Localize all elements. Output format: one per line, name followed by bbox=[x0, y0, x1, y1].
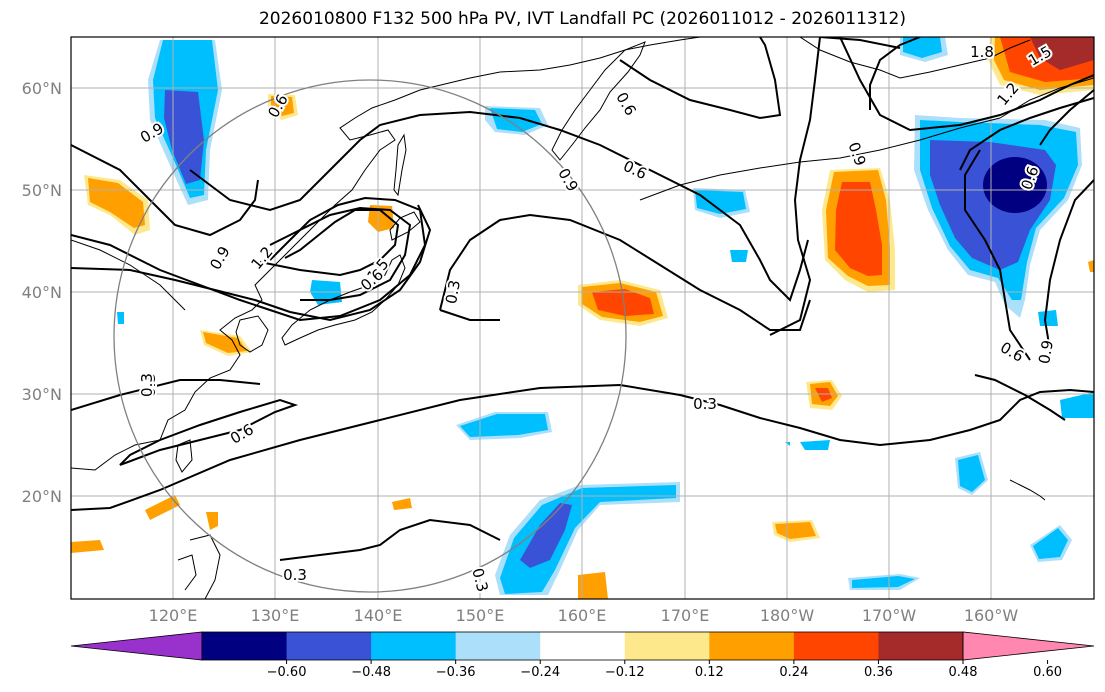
pv-shading bbox=[71, 37, 1094, 599]
colorbar-box bbox=[624, 632, 710, 660]
lat-label-60n: 60°N bbox=[22, 79, 62, 98]
pv-contours bbox=[71, 37, 1094, 561]
colorbar-box bbox=[202, 632, 288, 660]
lon-label-180w: 180°W bbox=[760, 606, 815, 625]
lon-label-150e: 150°E bbox=[456, 606, 505, 625]
colorbar-tick-label: −0.36 bbox=[436, 665, 476, 680]
colorbar-box bbox=[540, 632, 626, 660]
lat-label-40n: 40°N bbox=[22, 283, 62, 302]
lon-label-160e: 160°E bbox=[558, 606, 607, 625]
lon-label-120e: 120°E bbox=[149, 606, 198, 625]
colorbar-tick-label: −0.24 bbox=[520, 665, 560, 680]
contour-label-0p3: 0.3 bbox=[138, 373, 156, 397]
lat-labels: 20°N 30°N 40°N 50°N 60°N bbox=[22, 79, 62, 506]
coastlines bbox=[71, 37, 1094, 599]
lat-label-20n: 20°N bbox=[22, 487, 62, 506]
colorbar: −0.60 −0.48 −0.36 −0.24 −0.12 0.12 0.24 0.36 0.4… bbox=[70, 631, 1095, 680]
contour-label-0p3: 0.3 bbox=[283, 566, 307, 584]
colorbar-tick-label: 0.48 bbox=[949, 665, 978, 680]
colorbar-extend-high bbox=[962, 631, 1095, 661]
colorbar-tick-label: −0.12 bbox=[605, 665, 645, 680]
lat-label-50n: 50°N bbox=[22, 181, 62, 200]
colorbar-extend-low bbox=[70, 631, 203, 661]
lon-label-170e: 170°E bbox=[661, 606, 710, 625]
lon-label-170w: 170°W bbox=[862, 606, 917, 625]
colorbar-tick-label: 0.24 bbox=[779, 665, 808, 680]
colorbar-tick-label: 0.12 bbox=[695, 665, 724, 680]
colorbar-tick-label: −0.48 bbox=[351, 665, 391, 680]
graticule bbox=[71, 37, 1094, 599]
colorbar-box bbox=[455, 632, 541, 660]
lat-label-30n: 30°N bbox=[22, 385, 62, 404]
map-title: 2026010800 F132 500 hPa PV, IVT Landfall… bbox=[258, 9, 906, 29]
colorbar-box bbox=[709, 632, 795, 660]
colorbar-tick-label: 0.60 bbox=[1033, 665, 1062, 680]
colorbar-box bbox=[286, 632, 372, 660]
contour-label-0p3: 0.3 bbox=[693, 395, 717, 413]
landfall-domain-circle bbox=[113, 79, 627, 593]
colorbar-box bbox=[878, 632, 964, 660]
colorbar-tick-label: 0.36 bbox=[864, 665, 893, 680]
contour-label-0p3: 0.3 bbox=[141, 373, 159, 397]
lon-labels: 120°E 130°E 140°E 150°E 160°E 170°E 180°… bbox=[149, 606, 1019, 625]
lon-label-130e: 130°E bbox=[251, 606, 300, 625]
lon-label-140e: 140°E bbox=[354, 606, 403, 625]
map-panel: 0.90.60.60.30.60.91.2 1.50.90.30.30.60.90… bbox=[71, 37, 1094, 599]
colorbar-box bbox=[793, 632, 879, 660]
lon-label-160w: 160°W bbox=[964, 606, 1019, 625]
map-frame bbox=[70, 36, 1095, 600]
colorbar-box bbox=[371, 632, 457, 660]
colorbar-tick-label: −0.60 bbox=[267, 665, 307, 680]
contour-label-1p8: 1.8 bbox=[970, 43, 994, 61]
